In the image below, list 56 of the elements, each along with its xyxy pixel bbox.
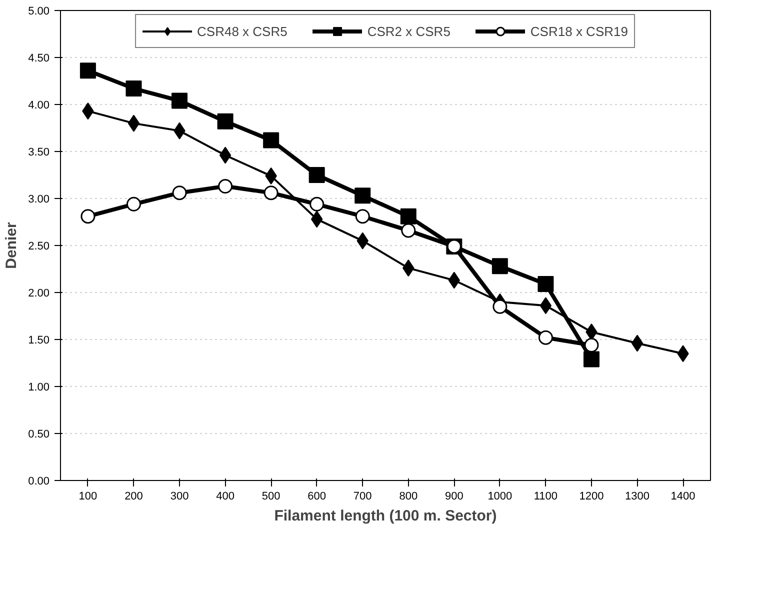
point: [355, 209, 370, 224]
point: [172, 186, 187, 200]
x-tick-label: 700: [353, 490, 372, 502]
point: [217, 113, 234, 130]
point: [263, 132, 280, 148]
point: [583, 351, 600, 368]
y-tick-label: 5.00: [28, 6, 50, 18]
x-tick-label: 200: [124, 490, 143, 502]
point: [219, 146, 232, 164]
point: [492, 258, 508, 274]
x-axis-title: Filament length (100 m. Sector): [274, 508, 497, 524]
y-axis-title: Denier: [3, 222, 20, 269]
x-tick-label: 800: [399, 490, 418, 502]
point: [631, 334, 644, 352]
x-tick-label: 600: [308, 490, 326, 502]
point: [400, 208, 416, 224]
y-tick-label: 2.50: [28, 240, 50, 252]
point: [584, 338, 599, 352]
point: [354, 188, 371, 204]
y-tick-label: 2.00: [28, 288, 50, 300]
y-tick-label: 4.50: [28, 52, 50, 64]
legend-label: CSR2 x CSR5: [367, 24, 450, 38]
point: [218, 179, 233, 194]
y-tick-label: 0.50: [28, 428, 50, 440]
point: [80, 62, 96, 79]
x-tick-label: 900: [444, 490, 464, 502]
point: [538, 276, 554, 292]
point: [401, 223, 416, 238]
x-tick-label: 500: [262, 490, 280, 502]
point: [264, 186, 278, 200]
x-tick-label: 1400: [670, 490, 696, 502]
legend-label: CSR18 x CSR19: [530, 24, 628, 38]
point: [172, 92, 188, 109]
point: [308, 167, 325, 183]
x-tick-label: 1000: [488, 490, 512, 502]
y-tick-label: 3.50: [28, 146, 50, 158]
x-tick-label: 1100: [534, 490, 558, 502]
x-tick-label: 1300: [625, 490, 650, 502]
point: [126, 80, 142, 97]
y-tick-label: 1.00: [28, 382, 50, 394]
legend-label: CSR48 x CSR5: [197, 24, 288, 38]
point: [492, 299, 508, 314]
x-tick-label: 100: [78, 490, 98, 502]
x-tick-label: 400: [216, 490, 234, 502]
point: [128, 114, 140, 132]
point: [538, 330, 553, 345]
y-tick-label: 4.00: [28, 100, 50, 112]
point: [80, 209, 96, 224]
y-tick-label: 3.00: [28, 194, 50, 206]
y-tick-label: 1.50: [28, 334, 50, 346]
x-tick-label: 300: [170, 490, 189, 502]
y-tick-label: 0.00: [28, 476, 50, 488]
point: [540, 297, 552, 314]
point: [126, 196, 141, 212]
x-tick-label: 1200: [579, 490, 604, 502]
point: [310, 196, 324, 212]
